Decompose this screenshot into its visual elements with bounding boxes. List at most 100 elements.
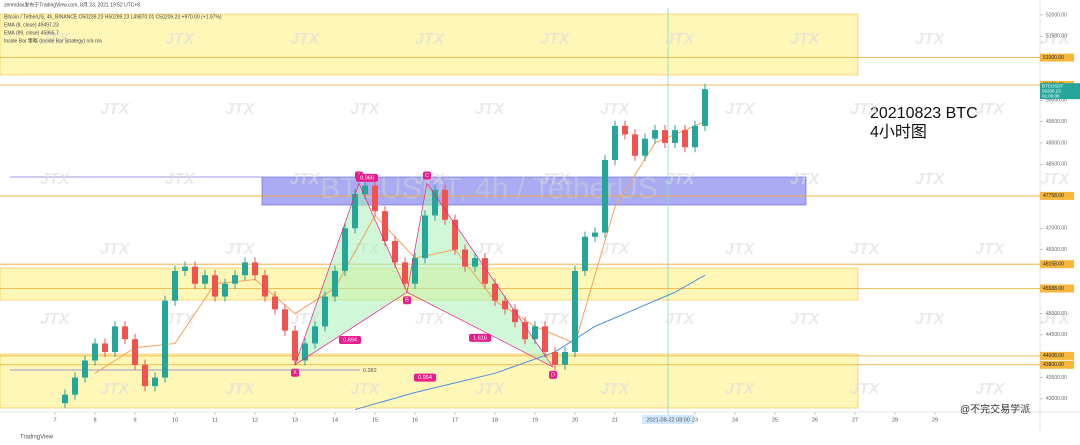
- level-label: 47758.00: [1043, 193, 1064, 199]
- footer: TradingView: [20, 435, 54, 441]
- candle-body: [682, 130, 688, 148]
- level-label: 51000.00: [1043, 55, 1064, 61]
- x-tick-label: 16: [412, 417, 418, 423]
- watermark: JTX: [415, 171, 446, 188]
- candle-body: [592, 232, 598, 237]
- watermark: JTX: [600, 241, 631, 258]
- price-tag-text: 01:06:00: [1042, 93, 1060, 98]
- watermark: JTX: [975, 101, 1006, 118]
- candle-body: [302, 343, 308, 361]
- ratio-label: 1.616: [473, 335, 487, 341]
- x-tick-highlight: [642, 415, 695, 424]
- candle-body: [402, 262, 408, 284]
- y-tick-label: 43500.00: [1046, 375, 1067, 381]
- candle-body: [232, 275, 238, 284]
- candle-body: [512, 309, 518, 323]
- x-tick-label: 15: [372, 417, 378, 423]
- pattern-label: D: [551, 372, 555, 378]
- ratio-label: 0.694: [343, 337, 357, 343]
- level-label: 46158.00: [1043, 262, 1064, 268]
- watermark: JTX: [725, 381, 756, 398]
- y-tick-label: 49000.00: [1046, 140, 1067, 146]
- pattern-point: [423, 171, 431, 180]
- watermark: JTX: [540, 311, 571, 328]
- watermark: JTX: [165, 171, 196, 188]
- annotation: 20210823 BTC: [870, 105, 978, 122]
- watermark: JTX: [1040, 31, 1071, 48]
- watermark: JTX: [415, 311, 446, 328]
- candle-body: [392, 241, 398, 263]
- watermark: JTX: [415, 31, 446, 48]
- watermark: JTX: [600, 381, 631, 398]
- watermark: JTX: [665, 171, 696, 188]
- x-tick-label: 11: [212, 417, 218, 423]
- ratio-tag: [339, 336, 361, 345]
- x-tick-label: 19: [532, 417, 538, 423]
- candle-body: [442, 189, 448, 220]
- x-tick-label: 8: [93, 417, 96, 423]
- level-label: 43800.00: [1043, 362, 1064, 368]
- candle-body: [662, 130, 668, 143]
- x-tick-label: 12: [252, 417, 258, 423]
- watermark: JTX: [665, 311, 696, 328]
- candle-body: [452, 219, 458, 250]
- candle-body: [182, 266, 188, 271]
- watermark: JTX: [665, 31, 696, 48]
- ratio-label: 0.382: [363, 368, 377, 374]
- candle-body: [622, 125, 628, 135]
- candle-body: [562, 351, 568, 365]
- candle-body: [252, 262, 258, 276]
- candle-body: [672, 130, 678, 143]
- candle-body: [472, 258, 478, 267]
- legend-line: EMA (8, close) 49497.23: [4, 22, 59, 28]
- candle-body: [272, 296, 278, 310]
- pattern-label: B: [405, 298, 409, 304]
- ratio-label: 0.966: [360, 175, 374, 181]
- x-tick-label: 9: [133, 417, 136, 423]
- y-tick-label: 44500.00: [1046, 332, 1067, 338]
- price-tag-text: 50209.23: [1042, 88, 1061, 93]
- watermark: JTX: [1040, 311, 1071, 328]
- level-tag: [1040, 351, 1074, 360]
- pattern-label: C: [425, 173, 429, 179]
- candle-body: [632, 134, 638, 156]
- candle-body: [642, 138, 648, 156]
- candle-body: [282, 309, 288, 331]
- x-tick-label: 14: [332, 417, 338, 423]
- pattern-point: [549, 370, 557, 379]
- y-tick-label: 46500.00: [1046, 247, 1067, 253]
- candle-body: [412, 258, 418, 284]
- candle-body: [702, 89, 708, 126]
- zone: [0, 13, 859, 76]
- watermark: JTX: [725, 241, 756, 258]
- candle-body: [492, 283, 498, 301]
- watermark: JTX: [975, 241, 1006, 258]
- watermark: JTX: [40, 171, 71, 188]
- candle-body: [212, 275, 218, 297]
- candle-body: [552, 351, 558, 365]
- y-tick-label: 47000.00: [1046, 226, 1067, 232]
- candle-body: [242, 262, 248, 276]
- watermark: JTX: [850, 101, 881, 118]
- candle-body: [122, 326, 128, 340]
- ratio-tag: [469, 333, 491, 342]
- y-tick-label: 45000.00: [1046, 311, 1067, 317]
- candle-body: [222, 283, 228, 297]
- x-tick-label: 13: [292, 417, 298, 423]
- candle-body: [132, 339, 138, 365]
- watermark: JTX: [290, 31, 321, 48]
- watermark: JTX: [540, 171, 571, 188]
- candle-body: [72, 377, 78, 395]
- x-tick-label: 28: [892, 417, 898, 423]
- level-label: 45588.00: [1043, 286, 1064, 292]
- y-tick-label: 49500.00: [1046, 119, 1067, 125]
- candle-body: [312, 326, 318, 344]
- watermark: JTX: [475, 101, 506, 118]
- level-tag: [1040, 260, 1074, 269]
- x-tick-label: 29: [932, 417, 938, 423]
- candle-body: [382, 211, 388, 242]
- candle-body: [262, 275, 268, 297]
- level-tag: [1040, 53, 1074, 62]
- candle-body: [352, 194, 358, 229]
- legend-line: Inside Bar 策略 (Inside Bar Strategy) n/a …: [4, 37, 102, 44]
